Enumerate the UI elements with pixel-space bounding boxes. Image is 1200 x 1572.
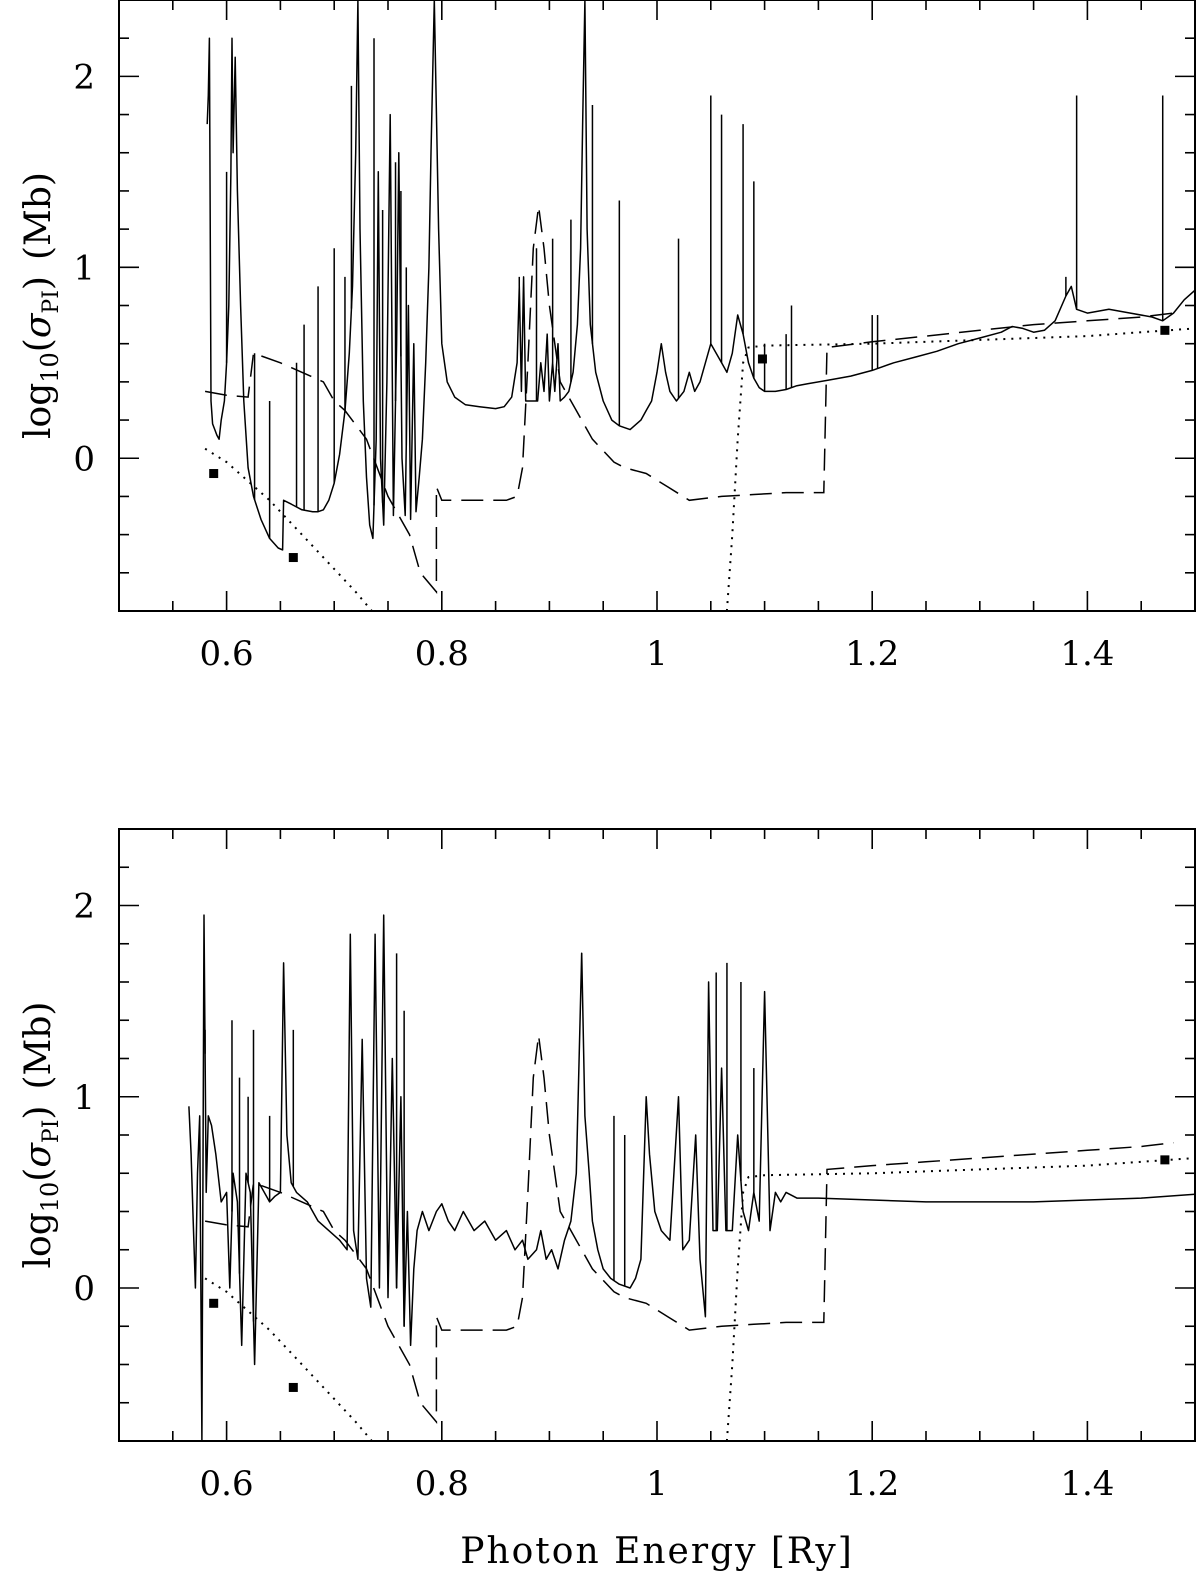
dotted-series-line bbox=[204, 447, 373, 611]
dotted-series-line bbox=[725, 1157, 1195, 1441]
plot-frame bbox=[118, 828, 1196, 1442]
y-axis-label-log: log bbox=[18, 1212, 59, 1268]
square-marker bbox=[757, 354, 767, 364]
y-axis-label-sigma: σ bbox=[18, 1142, 59, 1168]
y-tick-label: 0 bbox=[73, 439, 95, 479]
y-tick-label: 2 bbox=[73, 887, 95, 927]
x-tick-label: 1.2 bbox=[845, 1464, 899, 1504]
bottom-panel: 0.6 0.8 1 1.2 1.4 0 1 2 log10(σPI) (Mb) Photon Ene… bbox=[18, 828, 1196, 1572]
y-tick-label: 2 bbox=[73, 57, 95, 97]
dotted-series-line bbox=[725, 327, 1195, 611]
x-tick-label: 0.8 bbox=[415, 634, 469, 674]
square-marker bbox=[1160, 325, 1170, 335]
y-axis-label-unit: (Mb) bbox=[18, 1002, 59, 1090]
top-panel: 0.6 0.8 1 1.2 1.4 0 1 2 log10(σPI) (Mb) bbox=[18, 0, 1196, 674]
square-marker bbox=[288, 553, 298, 563]
solid-series-line bbox=[206, 0, 1195, 551]
square-marker bbox=[1160, 1155, 1170, 1165]
square-marker bbox=[209, 1298, 219, 1308]
x-tick-label: 0.8 bbox=[415, 1464, 469, 1504]
solid-series-line bbox=[188, 914, 1195, 1441]
x-tick-label: 1.4 bbox=[1060, 1464, 1114, 1504]
y-axis-label-paren_close: ) bbox=[18, 1106, 59, 1120]
square-marker bbox=[288, 1382, 298, 1392]
x-tick-label: 0.6 bbox=[200, 634, 254, 674]
y-axis-label-paren_close: ) bbox=[18, 276, 59, 290]
square-marker bbox=[209, 469, 219, 479]
y-axis-label-sub10: 10 bbox=[36, 1182, 64, 1213]
x-tick-label: 1 bbox=[646, 634, 668, 674]
x-tick-label: 1.2 bbox=[845, 634, 899, 674]
y-axis-label-unit: (Mb) bbox=[18, 172, 59, 260]
y-axis-label-paren_open: ( bbox=[18, 338, 59, 352]
plot-frame bbox=[118, 0, 1196, 612]
y-axis-label-sigma: σ bbox=[18, 312, 59, 338]
y-axis-label-log: log bbox=[18, 383, 59, 439]
x-tick-label: 0.6 bbox=[200, 1464, 254, 1504]
y-tick-label: 0 bbox=[73, 1269, 95, 1309]
dashed-series-line bbox=[204, 1035, 1174, 1424]
x-axis-label: Photon Energy [Ry] bbox=[460, 1531, 854, 1572]
y-axis-label-sub10: 10 bbox=[36, 352, 64, 383]
y-axis-label: log10(σPI) (Mb) bbox=[18, 172, 64, 439]
y-axis-label: log10(σPI) (Mb) bbox=[18, 1002, 64, 1269]
x-tick-label: 1 bbox=[646, 1464, 668, 1504]
y-tick-label: 1 bbox=[73, 1078, 95, 1118]
y-tick-label: 1 bbox=[73, 248, 95, 288]
y-axis-label-subPI: PI bbox=[39, 290, 64, 314]
dotted-series-line bbox=[204, 1277, 373, 1441]
y-axis-label-paren_open: ( bbox=[18, 1168, 59, 1182]
y-axis-label-subPI: PI bbox=[39, 1120, 64, 1144]
dashed-series-line bbox=[204, 206, 1174, 594]
x-tick-label: 1.4 bbox=[1060, 634, 1114, 674]
